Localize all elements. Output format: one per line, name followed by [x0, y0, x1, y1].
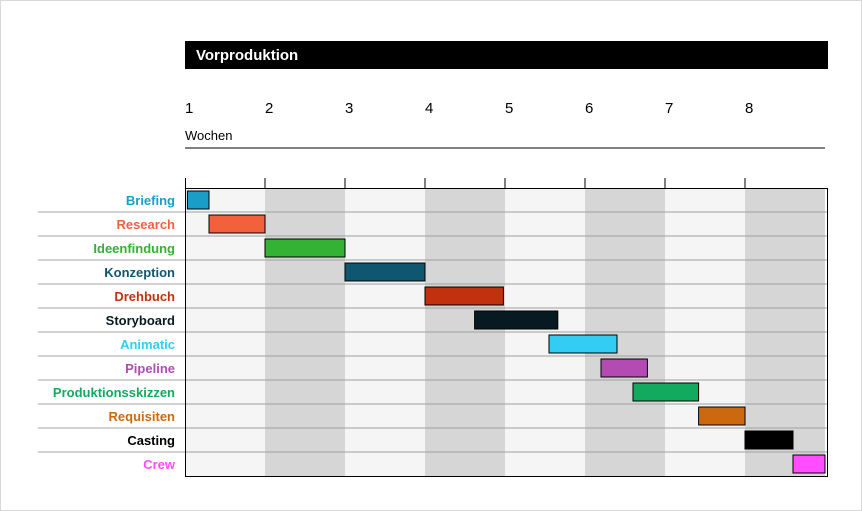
task-bar [792, 454, 826, 474]
task-bar [424, 286, 504, 306]
task-bar [344, 262, 426, 282]
x-ticks [185, 178, 746, 188]
x-tick-label: 3 [345, 100, 353, 117]
plot-border [185, 188, 828, 477]
task-bars [186, 190, 826, 474]
task-bar [548, 334, 618, 354]
x-tick-label: 2 [265, 100, 273, 117]
task-label: Drehbuch [114, 289, 175, 304]
task-labels: Briefing Research Ideenfindung Konzeption Dr… [53, 193, 176, 472]
chart-title: Vorproduktion [196, 47, 299, 64]
title-bar: Vorproduktion [185, 41, 828, 69]
task-bar [186, 190, 210, 210]
x-tick-label: 4 [425, 100, 433, 117]
task-label: Research [116, 217, 175, 232]
x-tick-label: 1 [185, 100, 193, 117]
task-bar [208, 214, 266, 234]
task-bar [744, 430, 794, 450]
x-tick-label: 6 [585, 100, 593, 117]
task-label: Storyboard [106, 313, 175, 328]
task-label: Animatic [120, 337, 175, 352]
task-bar [474, 310, 559, 330]
task-bar [698, 406, 746, 426]
task-label: Ideenfindung [93, 241, 175, 256]
task-label: Requisiten [109, 409, 176, 424]
task-bar [600, 358, 648, 378]
task-label: Konzeption [104, 265, 175, 280]
task-bar [264, 238, 346, 258]
row-separators [38, 211, 827, 453]
x-tick-label: 7 [665, 100, 673, 117]
task-label: Crew [143, 457, 176, 472]
x-axis-title: Wochen [185, 128, 232, 143]
task-label: Briefing [126, 193, 175, 208]
task-label: Produktionsskizzen [53, 385, 175, 400]
x-tick-label: 8 [745, 100, 753, 117]
x-tick-labels: 1 2 3 4 5 6 7 8 [185, 100, 753, 117]
task-bar [632, 382, 700, 402]
task-label: Casting [127, 433, 175, 448]
task-label: Pipeline [125, 361, 175, 376]
x-tick-label: 5 [505, 100, 513, 117]
